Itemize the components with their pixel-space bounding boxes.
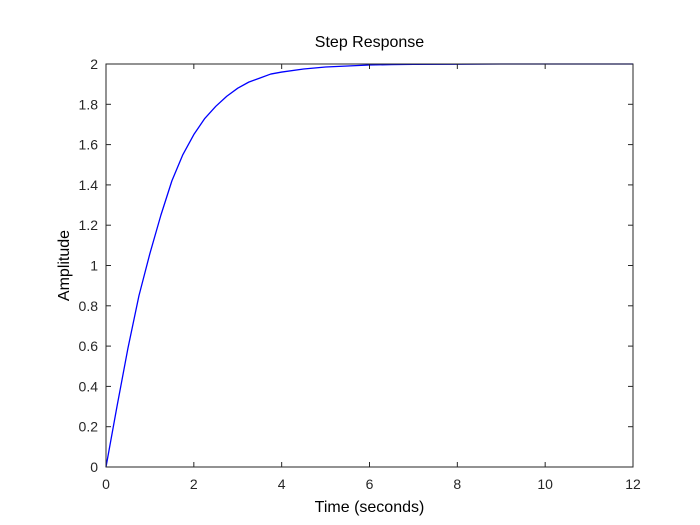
x-tick-label: 0	[102, 476, 110, 492]
x-tick-label: 4	[278, 476, 286, 492]
y-axis-label: Amplitude	[56, 230, 73, 301]
y-tick-label: 0.2	[79, 419, 99, 435]
y-tick-label: 0	[90, 459, 98, 475]
y-tick-label: 0.4	[79, 378, 99, 394]
x-ticks: 0 2 4 6 8 10 12	[102, 64, 641, 492]
y-tick-label: 1.2	[79, 217, 99, 233]
y-tick-label: 0.6	[79, 338, 99, 354]
x-tick-label: 6	[366, 476, 374, 492]
y-ticks: 0 0.2 0.4 0.6 0.8 1 1.2 1.4 1.6 1.8 2	[79, 56, 633, 475]
y-tick-label: 1.8	[79, 96, 99, 112]
y-tick-label: 2	[90, 56, 98, 72]
x-axis-label: Time (seconds)	[315, 499, 425, 516]
y-tick-label: 0.8	[79, 298, 99, 314]
y-tick-label: 1.6	[79, 137, 99, 153]
x-tick-label: 2	[190, 476, 198, 492]
x-tick-label: 10	[537, 476, 553, 492]
x-tick-label: 12	[625, 476, 641, 492]
chart-title: Step Response	[315, 34, 425, 51]
y-tick-label: 1	[90, 258, 98, 274]
x-tick-label: 8	[453, 476, 461, 492]
plot-area	[106, 64, 633, 467]
y-tick-label: 1.4	[79, 177, 99, 193]
